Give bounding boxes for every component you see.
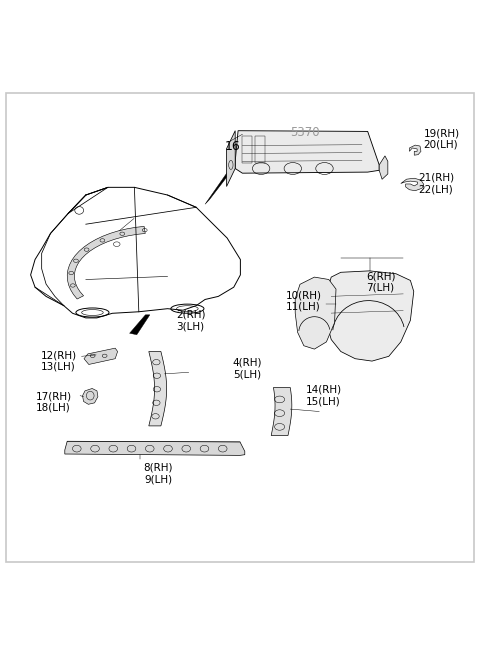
Text: 21(RH)
22(LH): 21(RH) 22(LH)	[419, 173, 455, 195]
Text: 10(RH)
11(LH): 10(RH) 11(LH)	[286, 290, 322, 312]
Text: 12(RH)
13(LH): 12(RH) 13(LH)	[41, 350, 77, 372]
Polygon shape	[271, 388, 292, 436]
Text: 16: 16	[224, 140, 240, 153]
Polygon shape	[295, 277, 336, 349]
Polygon shape	[409, 145, 421, 155]
Polygon shape	[84, 348, 118, 364]
Polygon shape	[235, 131, 379, 173]
Polygon shape	[379, 156, 388, 179]
Text: 14(RH)
15(LH): 14(RH) 15(LH)	[306, 385, 342, 407]
Polygon shape	[149, 352, 167, 426]
Polygon shape	[83, 388, 98, 404]
Text: 19(RH)
20(LH): 19(RH) 20(LH)	[423, 128, 459, 149]
Polygon shape	[130, 315, 150, 335]
Bar	[242, 136, 252, 163]
Text: 2(RH)
3(LH): 2(RH) 3(LH)	[177, 310, 206, 331]
Polygon shape	[205, 138, 257, 204]
Polygon shape	[401, 178, 424, 191]
Polygon shape	[227, 131, 235, 187]
Text: 6(RH)
7(LH): 6(RH) 7(LH)	[366, 271, 395, 293]
Text: 4(RH)
5(LH): 4(RH) 5(LH)	[233, 358, 262, 379]
Text: 8(RH)
9(LH): 8(RH) 9(LH)	[144, 463, 173, 485]
Polygon shape	[67, 227, 145, 299]
Polygon shape	[65, 441, 245, 455]
Text: 17(RH)
18(LH): 17(RH) 18(LH)	[36, 391, 72, 413]
Text: 5370: 5370	[290, 126, 320, 139]
Bar	[255, 136, 265, 163]
Polygon shape	[326, 271, 414, 361]
